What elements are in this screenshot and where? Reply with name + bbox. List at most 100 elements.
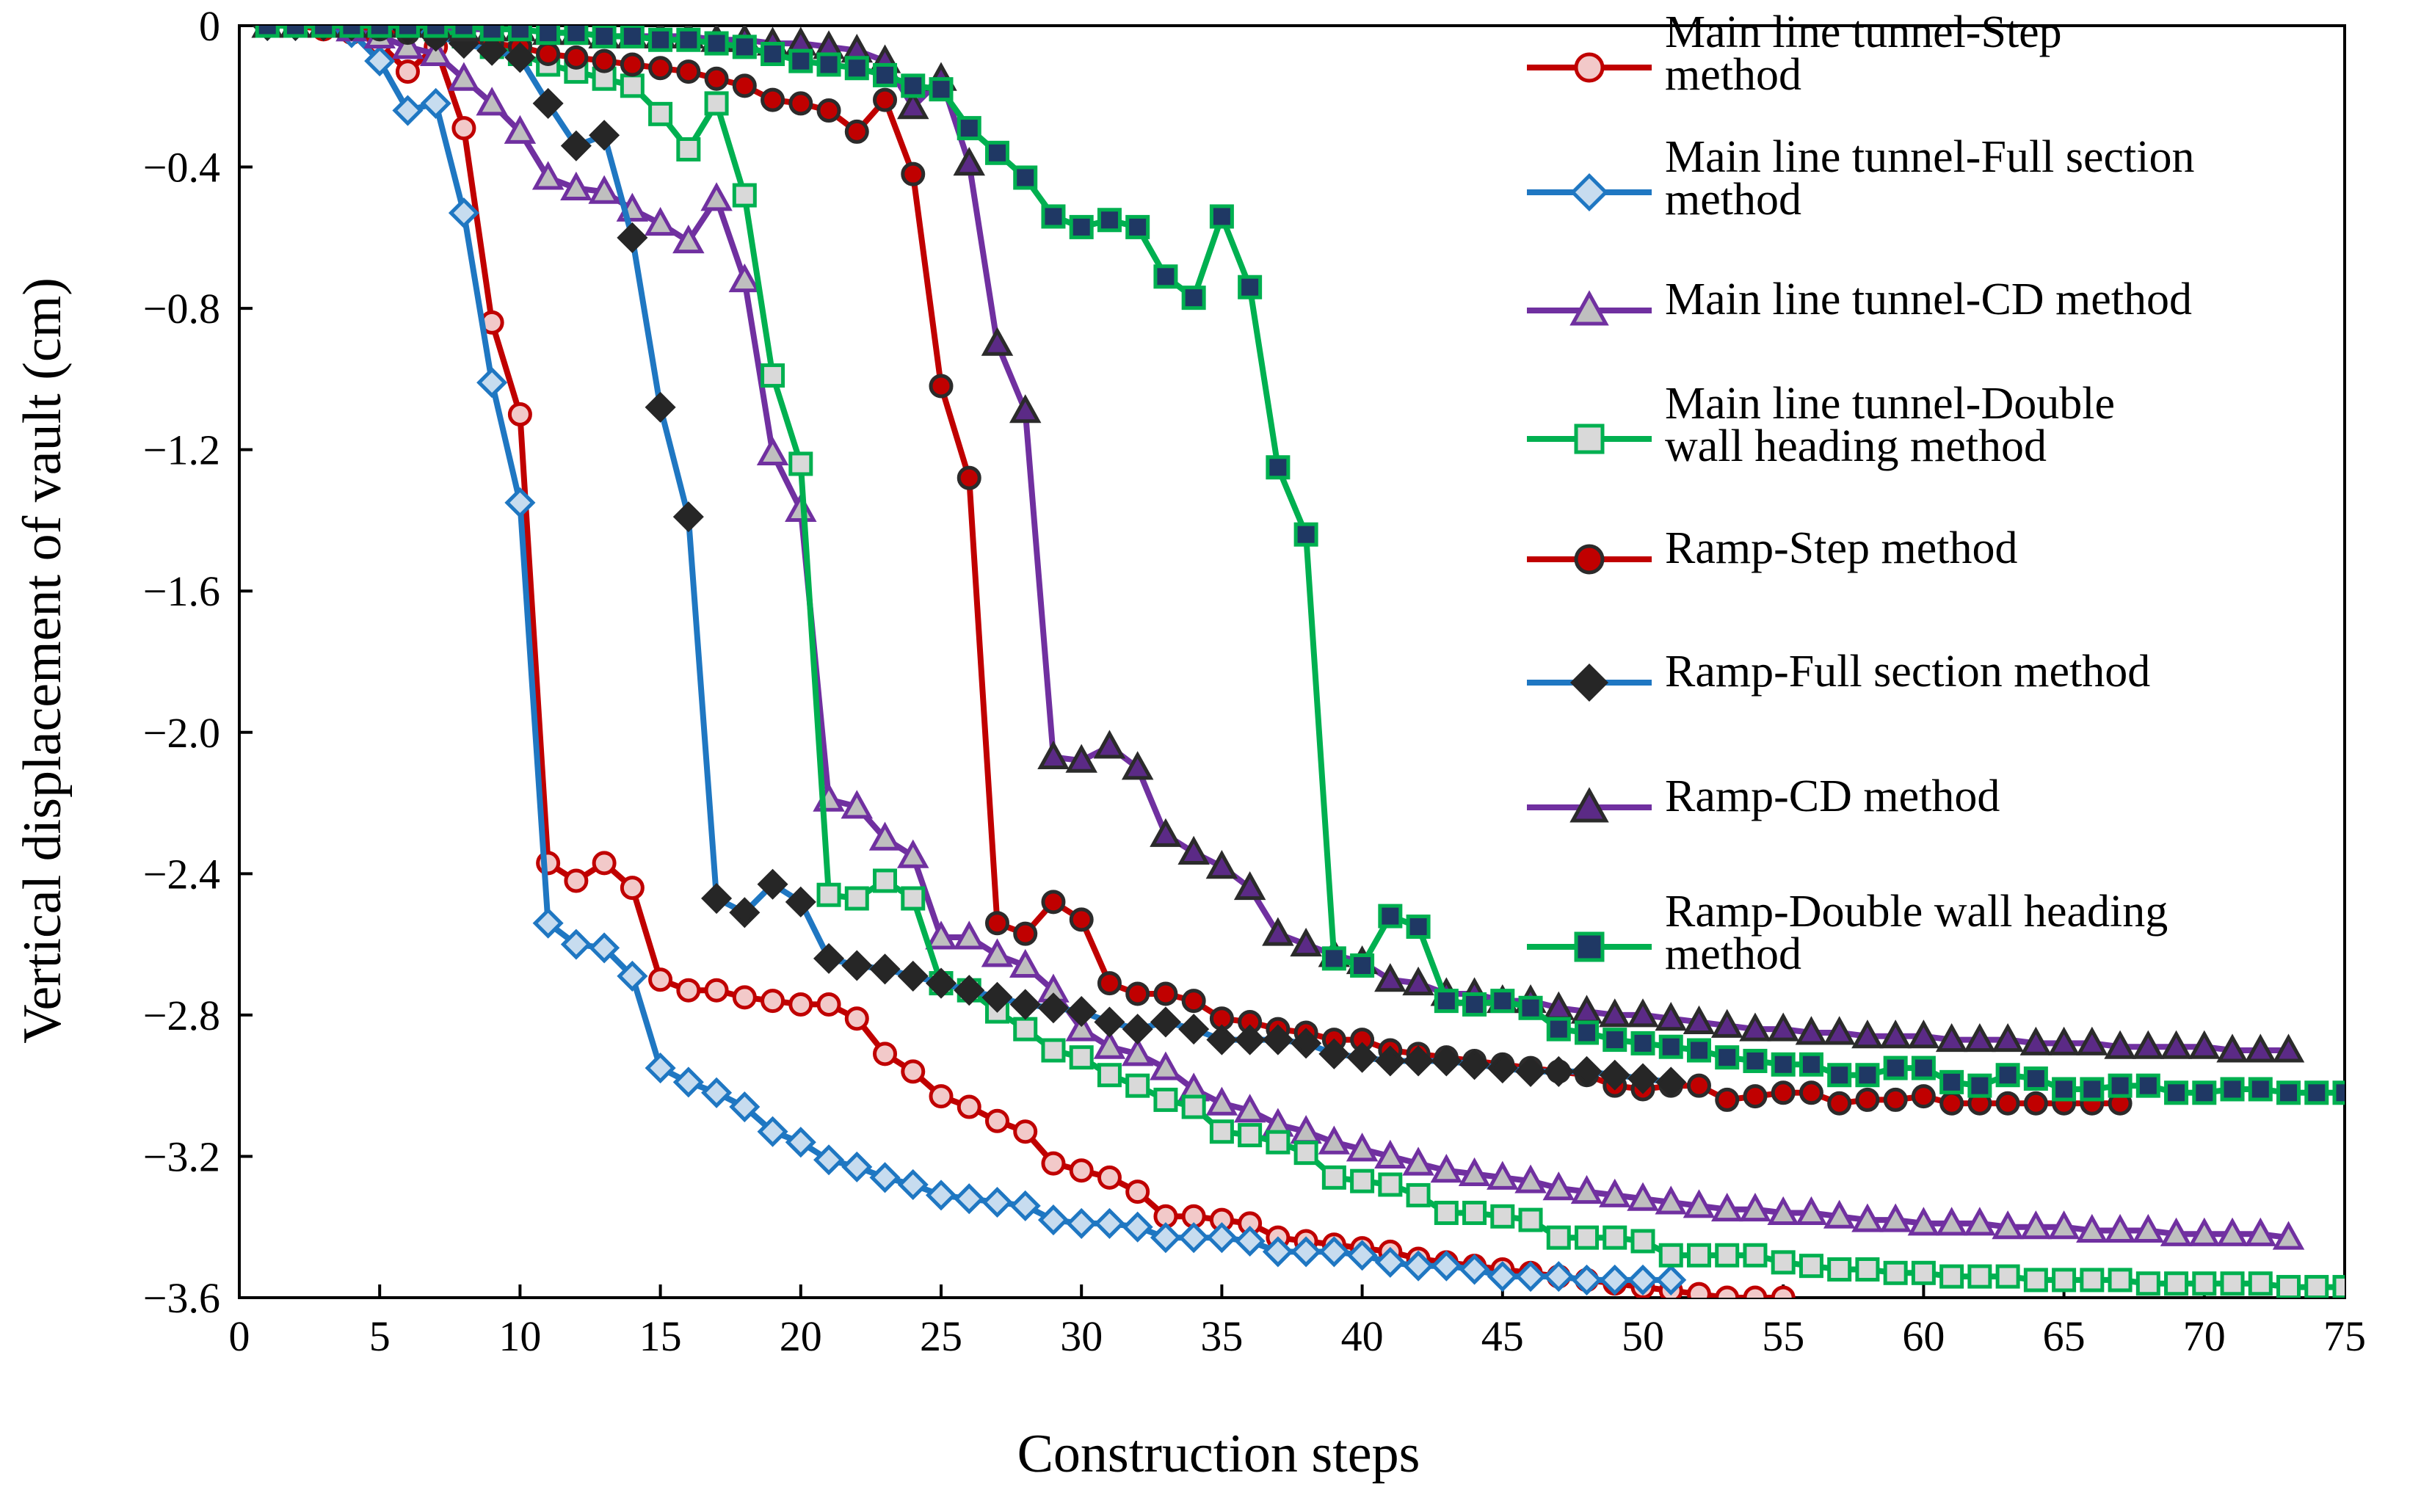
data-point (1346, 1042, 1378, 1073)
data-point (788, 91, 813, 116)
data-point (1097, 971, 1122, 996)
data-point (2304, 1080, 2329, 1105)
x-tick-label: 15 (639, 1312, 682, 1360)
data-point (1771, 1052, 1796, 1077)
data-point (2023, 1091, 2048, 1116)
data-point (504, 487, 536, 518)
data-point (1041, 890, 1066, 915)
data-point (984, 911, 1009, 936)
legend-marker (1574, 544, 1605, 575)
data-point (1599, 998, 1631, 1028)
legend-marker (1574, 52, 1605, 83)
data-point (1153, 264, 1178, 289)
data-point (1350, 953, 1375, 978)
data-point (588, 175, 620, 204)
data-point (504, 42, 536, 73)
data-point (2108, 1073, 2133, 1098)
legend-label: Ramp-Full section method (1665, 647, 2150, 697)
data-point (1374, 963, 1407, 992)
data-point (785, 1127, 816, 1158)
legend-item: Ramp-CD method (1527, 771, 2000, 823)
legend-item: Main line tunnel-CD method (1527, 275, 2192, 326)
x-tick-label: 0 (229, 1312, 250, 1360)
data-point (644, 206, 677, 236)
data-point (1266, 455, 1291, 480)
data-point (1715, 1045, 1740, 1070)
data-point (1715, 1243, 1740, 1268)
data-point (1515, 1055, 1547, 1087)
data-point (1065, 1012, 1097, 1042)
data-point (617, 222, 648, 253)
data-point (672, 224, 705, 254)
data-point (1603, 1225, 1627, 1250)
data-point (761, 87, 785, 112)
legend-label: Main line tunnel-CD method (1665, 275, 2192, 324)
data-point (2188, 1217, 2221, 1246)
data-point (1009, 948, 1042, 978)
data-point (672, 501, 704, 533)
data-point (1066, 996, 1097, 1028)
data-point (957, 465, 981, 490)
data-point (929, 1084, 954, 1109)
data-point (1911, 1260, 1936, 1285)
data-point (1150, 1006, 1181, 1038)
data-point (1262, 1236, 1293, 1268)
data-point (729, 897, 761, 928)
data-point (507, 26, 532, 42)
data-point (761, 42, 785, 67)
data-point (507, 402, 532, 427)
data-point (1686, 1073, 1711, 1098)
data-point (1514, 1164, 1547, 1193)
data-point (1630, 1229, 1655, 1254)
data-point (841, 790, 874, 819)
data-point (311, 26, 336, 38)
data-point (788, 451, 813, 476)
data-point (1434, 1200, 1459, 1225)
data-point (1206, 1024, 1238, 1055)
data-point (420, 87, 451, 119)
data-point (1771, 1285, 1796, 1298)
data-point (1233, 1094, 1266, 1123)
data-point (1655, 1002, 1687, 1031)
data-point (1911, 1055, 1936, 1080)
data-point (953, 147, 985, 176)
data-point (704, 66, 729, 91)
data-point (1487, 1160, 1519, 1190)
data-point (929, 77, 954, 102)
x-tick-label: 55 (1762, 1312, 1804, 1360)
data-point (2244, 1033, 2277, 1063)
x-tick-label: 10 (498, 1312, 541, 1360)
data-point (1181, 989, 1206, 1014)
data-point (1879, 1203, 1912, 1232)
data-point (1799, 1052, 1823, 1077)
data-point (844, 119, 869, 144)
data-point (2108, 1268, 2133, 1293)
x-tick-label: 35 (1200, 1312, 1243, 1360)
data-point (1406, 915, 1431, 939)
data-point (841, 950, 873, 981)
data-point (1995, 1063, 2020, 1088)
data-point (1518, 995, 1543, 1020)
data-point (419, 37, 452, 67)
data-point (1599, 1264, 1630, 1295)
data-point (1518, 1207, 1543, 1232)
data-point (2104, 1030, 2136, 1059)
data-point (1266, 1130, 1291, 1155)
data-point (476, 367, 508, 399)
data-point (1575, 1020, 1600, 1045)
data-point (391, 30, 424, 59)
data-point (451, 26, 476, 38)
data-point (732, 985, 757, 1010)
data-point (1293, 1141, 1318, 1166)
data-point (704, 31, 729, 56)
legend-marker (1569, 290, 1609, 326)
data-point (1431, 1250, 1462, 1282)
legend-label: Ramp-Double wall heading (1665, 887, 2168, 937)
data-point (1041, 1151, 1066, 1176)
data-point (2080, 1077, 2105, 1102)
data-point (732, 73, 757, 98)
x-axis-title: Construction steps (1017, 1424, 1420, 1484)
data-point (2272, 1221, 2305, 1250)
